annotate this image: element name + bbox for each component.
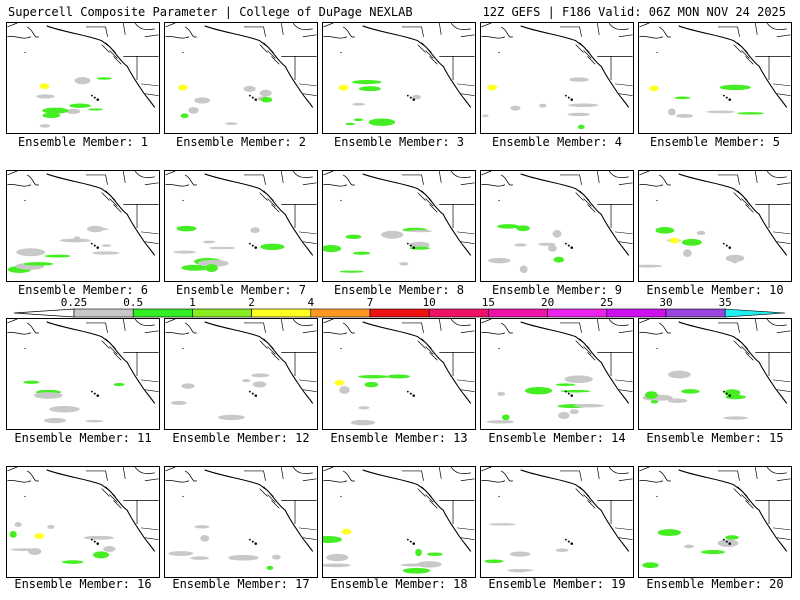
legend-below-min-arrow xyxy=(13,308,75,318)
ensemble-map-panel xyxy=(164,170,318,282)
ensemble-map-panel xyxy=(6,170,160,282)
legend-color-bin xyxy=(369,308,430,318)
ensemble-member-label: Ensemble Member: 16 xyxy=(14,577,152,591)
legend-color-bin xyxy=(251,308,312,318)
ensemble-map-panel xyxy=(638,170,792,282)
map-plot xyxy=(639,319,791,420)
map-plot xyxy=(323,319,475,426)
map-plot xyxy=(7,319,159,424)
map-plot xyxy=(481,319,633,424)
legend-tick-label: 0.25 xyxy=(60,296,88,309)
ensemble-map-panel xyxy=(638,22,792,134)
legend-tick-label: 35 xyxy=(718,296,732,309)
map-plot xyxy=(481,171,633,274)
legend-tick-label: 20 xyxy=(540,296,555,309)
ensemble-map-panel xyxy=(480,170,634,282)
ensemble-member-label: Ensemble Member: 1 xyxy=(17,135,149,149)
map-plot xyxy=(165,467,317,571)
ensemble-map-panel xyxy=(164,22,318,134)
ensemble-member-label: Ensemble Member: 18 xyxy=(330,577,468,591)
ensemble-member-label: Ensemble Member: 12 xyxy=(172,431,310,445)
map-plot xyxy=(7,23,159,128)
ensemble-map-panel xyxy=(164,318,318,430)
legend-color-bin xyxy=(310,308,371,318)
ensemble-map-panel xyxy=(322,318,476,430)
legend-color-bin xyxy=(665,308,726,318)
legend-color-bin xyxy=(192,308,252,318)
ensemble-map-panel xyxy=(164,466,318,578)
ensemble-map-panel xyxy=(480,318,634,430)
ensemble-map-panel xyxy=(638,318,792,430)
map-plot xyxy=(165,319,317,421)
legend-tick-label: 0.5 xyxy=(123,296,144,309)
legend-tick-label: 4 xyxy=(307,296,315,309)
map-plot xyxy=(323,467,475,574)
map-plot xyxy=(165,171,317,272)
legend-color-bin xyxy=(547,308,608,318)
ensemble-member-label: Ensemble Member: 5 xyxy=(649,135,781,149)
legend-color-bin xyxy=(606,308,667,318)
ensemble-member-label: Ensemble Member: 8 xyxy=(333,283,465,297)
ensemble-member-label: Ensemble Member: 3 xyxy=(333,135,465,149)
ensemble-member-label: Ensemble Member: 10 xyxy=(646,283,784,297)
legend-color-bin xyxy=(132,308,193,318)
ensemble-map-panel xyxy=(6,22,160,134)
color-legend: 0.25 0.5 1 2 4 7 10 15 20 25 30 35 xyxy=(0,296,800,320)
ensemble-map-panel xyxy=(322,466,476,578)
ensemble-member-label: Ensemble Member: 11 xyxy=(14,431,152,445)
ensemble-member-label: Ensemble Member: 7 xyxy=(175,283,307,297)
ensemble-member-label: Ensemble Member: 6 xyxy=(17,283,149,297)
map-plot xyxy=(165,23,317,126)
legend-tick-label: 10 xyxy=(422,296,436,309)
ensemble-member-label: Ensemble Member: 9 xyxy=(491,283,623,297)
legend-tick-label: 15 xyxy=(481,296,496,309)
ensemble-map-panel xyxy=(322,170,476,282)
map-plot xyxy=(323,23,475,126)
map-plot xyxy=(7,467,159,564)
ensemble-member-label: Ensemble Member: 20 xyxy=(646,577,784,591)
legend-tick-label: 25 xyxy=(600,296,614,309)
run-valid-time: 12Z GEFS | F186 Valid: 06Z MON NOV 24 20… xyxy=(482,5,786,19)
ensemble-map-panel xyxy=(6,466,160,578)
map-plot xyxy=(481,23,633,130)
ensemble-map-panel xyxy=(638,466,792,578)
ensemble-member-label: Ensemble Member: 17 xyxy=(172,577,310,591)
ensemble-member-label: Ensemble Member: 13 xyxy=(330,431,468,445)
ensemble-member-label: Ensemble Member: 19 xyxy=(488,577,626,591)
legend-color-bin xyxy=(488,308,548,318)
map-plot xyxy=(323,171,475,273)
legend-tick-label: 2 xyxy=(248,296,255,309)
map-title: Supercell Composite Parameter | College … xyxy=(8,5,413,19)
legend-colorbar xyxy=(13,308,786,318)
legend-tick-label: 7 xyxy=(366,296,374,309)
map-plot xyxy=(639,23,791,118)
legend-color-bin xyxy=(428,308,489,318)
ensemble-map-panel xyxy=(480,22,634,134)
map-plot xyxy=(7,171,159,273)
legend-tick-label: 30 xyxy=(659,296,673,309)
legend-color-bin xyxy=(73,308,134,318)
map-plot xyxy=(639,467,791,569)
legend-tick-label: 1 xyxy=(189,296,196,309)
ensemble-member-label: Ensemble Member: 4 xyxy=(491,135,623,149)
map-plot xyxy=(639,171,791,268)
ensemble-map-panel xyxy=(480,466,634,578)
legend-above-max-arrow xyxy=(724,308,786,318)
ensemble-member-label: Ensemble Member: 15 xyxy=(646,431,784,445)
ensemble-map-panel xyxy=(322,22,476,134)
ensemble-member-label: Ensemble Member: 2 xyxy=(175,135,307,149)
ensemble-map-panel xyxy=(6,318,160,430)
map-plot xyxy=(481,467,633,573)
ensemble-member-label: Ensemble Member: 14 xyxy=(488,431,626,445)
